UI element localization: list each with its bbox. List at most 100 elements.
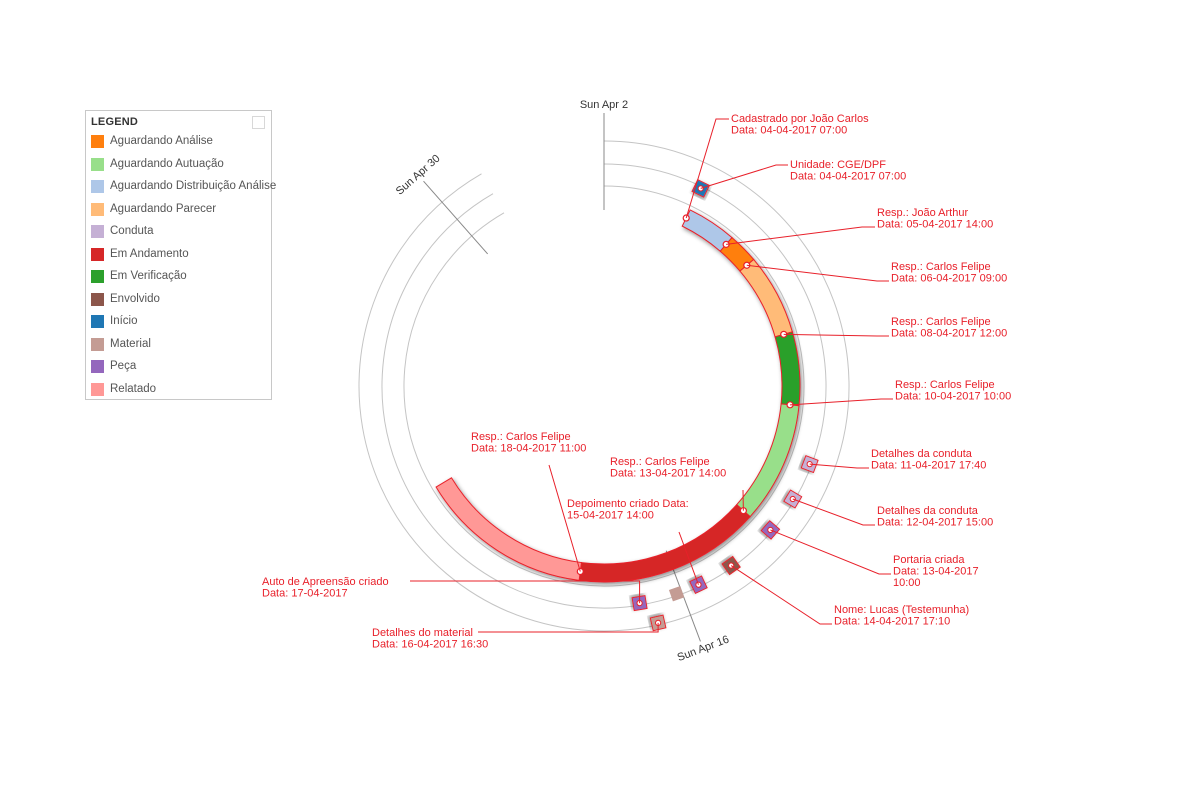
legend-label: Relatado	[110, 382, 157, 395]
annotation-text: Resp.: Carlos Felipe	[891, 261, 991, 273]
annotation-leader	[478, 622, 659, 633]
legend-label: Em Verificação	[110, 270, 187, 282]
tick-label: Sun Apr 30	[394, 153, 443, 198]
legend-swatch	[91, 292, 104, 306]
annotation: Nome: Lucas (Testemunha)Data: 14-04-2017…	[730, 565, 969, 628]
legend-item[interactable]: Em Andamento	[91, 247, 276, 271]
annotation-leader	[700, 164, 788, 189]
legend-item[interactable]: Envolvido	[91, 292, 276, 316]
legend-label: Em Andamento	[110, 247, 189, 260]
legend-item[interactable]: Início	[91, 315, 276, 338]
annotation-text: Resp.: Carlos Felipe	[895, 379, 995, 391]
annotations: Cadastrado por João Carlos Data: 04-04-20…	[262, 113, 1011, 651]
annotation-leader	[809, 463, 869, 469]
grid-ring	[381, 163, 827, 609]
annotation-text: Data: 13-04-2017	[893, 566, 979, 578]
legend-title: LEGEND	[91, 116, 139, 128]
event-marker	[668, 586, 685, 602]
legend-label: Início	[110, 315, 138, 327]
annotation-text: Resp.: Carlos Felipe	[891, 316, 991, 328]
legend-swatch	[91, 382, 104, 396]
legend-toggle-icon[interactable]	[252, 116, 265, 129]
legend: LEGEND Aguardando Análise Aguardando Autu…	[85, 110, 276, 400]
date-axis: Sun Apr 2 Sun Apr 16 Sun Apr 30	[394, 99, 731, 664]
annotation-text: Data: 06-04-2017 09:00	[891, 273, 1007, 285]
annotation-leader	[792, 498, 875, 526]
tick-label: Sun Apr 2	[580, 99, 628, 111]
legend-swatch	[91, 337, 104, 351]
annotation-text: Data: 10-04-2017 10:00	[895, 391, 1011, 403]
annotation-text: Portaria criada	[893, 554, 965, 566]
legend-item[interactable]: Peça	[91, 360, 276, 383]
legend-label: Aguardando Análise	[110, 135, 213, 147]
legend-item[interactable]: Conduta	[91, 225, 276, 248]
tick-line	[423, 180, 489, 255]
event-markers	[631, 179, 819, 632]
annotation-text: Unidade: CGE/DPF	[790, 159, 886, 171]
legend-swatch	[91, 225, 104, 238]
annotation-leader	[685, 118, 729, 219]
annotation-text: Cadastrado por João Carlos	[731, 113, 869, 125]
annotation-text: Resp.: João Arthur	[877, 207, 968, 219]
annotation-text: Data: 16-04-2017 16:30	[372, 639, 488, 651]
legend-label: Material	[110, 337, 151, 350]
annotation-leader	[678, 531, 699, 585]
status-segment	[774, 331, 801, 407]
annotation-text: Data: 17-04-2017	[262, 588, 348, 600]
legend-item[interactable]: Aguardando Autuação	[91, 157, 276, 181]
legend-item[interactable]: Em Verificação	[91, 270, 276, 293]
annotation-text: Detalhes do material	[372, 627, 473, 639]
annotation-text: Resp.: Carlos Felipe	[610, 456, 710, 468]
legend-swatch	[91, 270, 104, 283]
legend-swatch	[91, 202, 104, 216]
tick-label: Sun Apr 16	[676, 634, 731, 664]
annotation-text: Resp.: Carlos Felipe	[471, 431, 571, 443]
annotation-text: Data: 12-04-2017 15:00	[877, 517, 993, 529]
legend-item[interactable]: Aguardando Parecer	[91, 202, 276, 226]
grid-ring	[403, 185, 805, 587]
annotation-leader	[770, 529, 891, 575]
status-segment	[435, 477, 582, 581]
status-segment	[739, 258, 793, 338]
annotation-leader	[548, 464, 581, 572]
legend-item[interactable]: Aguardando Análise	[91, 135, 276, 158]
event-square	[668, 586, 685, 602]
annotation-text: Nome: Lucas (Testemunha)	[834, 604, 969, 616]
legend-swatch	[91, 315, 104, 328]
radial-grid	[358, 140, 850, 632]
legend-swatch	[91, 247, 104, 261]
legend-label: Envolvido	[110, 292, 160, 305]
annotation-text: 15-04-2017 14:00	[567, 510, 654, 522]
legend-label: Conduta	[110, 225, 154, 237]
annotation-leader	[726, 226, 875, 245]
legend-item[interactable]: Relatado	[91, 382, 276, 406]
annotation-text: Data: 04-04-2017 07:00	[790, 171, 906, 183]
annotation-text: Detalhes da conduta	[871, 448, 973, 460]
annotation-leader	[730, 565, 832, 625]
annotation-leader	[790, 398, 893, 406]
legend-item[interactable]: Material	[91, 337, 276, 361]
annotation-text: Data: 14-04-2017 17:10	[834, 616, 950, 628]
annotation-leader	[783, 333, 889, 337]
legend-label: Aguardando Parecer	[110, 202, 217, 215]
legend-swatch	[91, 157, 104, 171]
annotation-leader	[746, 264, 889, 282]
legend-swatch	[91, 135, 104, 148]
legend-items: Aguardando Análise Aguardando Autuação Agu…	[91, 135, 276, 405]
legend-label: Aguardando Distribuição Análise	[110, 180, 277, 192]
legend-swatch	[91, 180, 104, 193]
legend-item[interactable]: Aguardando Distribuição Análise	[91, 180, 276, 203]
